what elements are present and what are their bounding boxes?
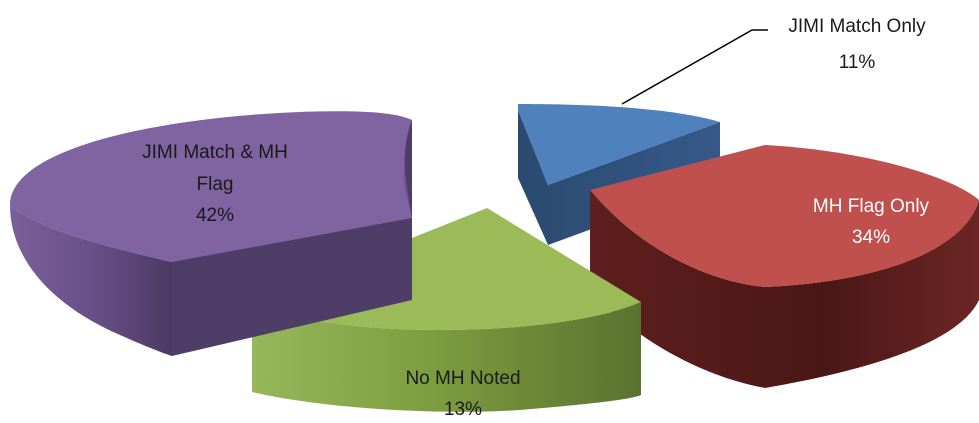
label-jimi-match-mh-flag-line1: JIMI Match & MH xyxy=(142,142,288,163)
label-no-mh-noted-line1: No MH Noted xyxy=(405,368,520,389)
label-mh-flag-only-percent: 34% xyxy=(852,227,890,248)
label-jimi-match-mh-flag-line2: Flag xyxy=(197,174,234,195)
data-label-mh-flag-only: MH Flag Only 34% xyxy=(813,196,930,248)
leader-line-jimi-match-only xyxy=(621,29,768,105)
slice-jimi-match-only-top xyxy=(518,104,720,185)
slice-jimi-match-mh-flag-cut xyxy=(403,120,412,218)
label-mh-flag-only-line1: MH Flag Only xyxy=(813,196,930,217)
label-no-mh-noted-percent: 13% xyxy=(444,399,482,420)
slice-jimi-match-mh-flag xyxy=(10,111,412,356)
slice-mh-flag-only-side xyxy=(590,190,979,388)
data-label-jimi-match-mh-flag: JIMI Match & MH Flag 42% xyxy=(142,142,288,226)
label-jimi-match-only-percent: 11% xyxy=(839,52,876,73)
slice-jimi-match-only xyxy=(518,104,720,245)
slice-jimi-match-mh-flag-top xyxy=(10,111,412,262)
data-label-jimi-match-only: JIMI Match Only 11% xyxy=(788,16,926,73)
data-label-no-mh-noted: No MH Noted 13% xyxy=(405,368,520,420)
slice-mh-flag-only-top xyxy=(590,145,979,287)
label-jimi-match-mh-flag-percent: 42% xyxy=(196,205,234,226)
slice-jimi-match-mh-flag-side-outer xyxy=(10,205,172,356)
slice-mh-flag-only xyxy=(590,145,979,388)
label-jimi-match-only-line1: JIMI Match Only xyxy=(788,16,926,37)
slice-no-mh-noted-side xyxy=(252,302,641,412)
slice-jimi-match-only-side xyxy=(518,110,720,245)
